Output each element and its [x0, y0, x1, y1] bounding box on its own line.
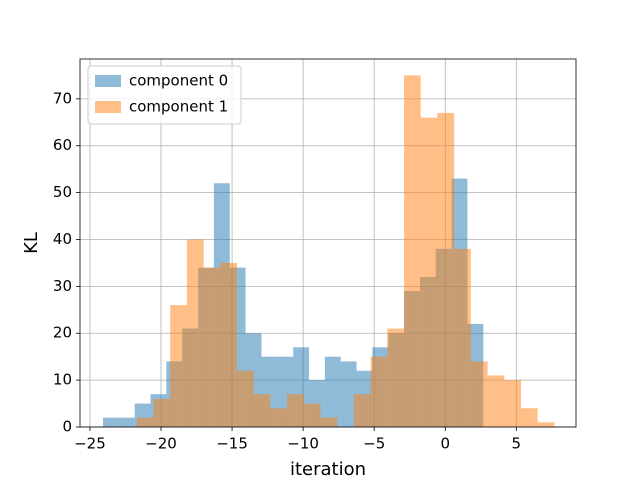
x-tick-label: −25	[74, 435, 106, 453]
y-tick-label: 40	[53, 230, 72, 248]
bar	[504, 380, 521, 427]
x-tick-label: −20	[145, 435, 177, 453]
plot-frame	[79, 58, 577, 428]
y-tick-label: 70	[53, 89, 72, 107]
bar	[136, 417, 154, 427]
y-tick-label: 30	[53, 277, 72, 295]
bar	[470, 361, 488, 427]
bar	[420, 117, 438, 427]
y-tick-label: 50	[53, 183, 72, 201]
bar	[103, 417, 119, 427]
legend-swatch	[95, 75, 121, 87]
x-tick-label: −15	[216, 435, 248, 453]
bar	[287, 394, 304, 427]
legend-label: component 0	[129, 72, 228, 90]
bar	[186, 239, 204, 427]
x-tick-label: −5	[363, 435, 385, 453]
x-tick-label: 0	[440, 435, 450, 453]
legend: component 0 component 1	[87, 65, 242, 125]
bar	[454, 248, 471, 427]
x-axis-label: iteration	[290, 459, 366, 480]
bar	[270, 408, 288, 427]
y-tick-label: 0	[62, 418, 72, 436]
y-axis-label: KL	[21, 232, 42, 254]
bar	[237, 370, 254, 427]
bar	[340, 361, 357, 427]
bar	[220, 262, 238, 427]
bar	[118, 417, 135, 427]
legend-box	[87, 65, 242, 125]
bar	[153, 398, 171, 427]
y-tick-label: 60	[53, 136, 72, 154]
bars	[103, 75, 555, 427]
bar	[520, 408, 538, 427]
bar	[253, 394, 271, 427]
y-tick-label: 20	[53, 324, 72, 342]
bar	[387, 328, 405, 427]
y-tick-label: 10	[53, 371, 72, 389]
bar	[404, 75, 421, 427]
bar	[203, 267, 221, 427]
bar	[320, 417, 338, 427]
bar	[170, 305, 187, 427]
x-tick-label: −10	[287, 435, 319, 453]
bar	[437, 112, 455, 427]
bar	[537, 422, 555, 427]
x-tick-label: 5	[512, 435, 522, 453]
bar	[487, 375, 505, 427]
bar	[353, 394, 371, 427]
legend-label: component 1	[129, 98, 228, 116]
bar	[303, 403, 321, 427]
bar	[324, 356, 341, 427]
bar	[370, 356, 388, 427]
legend-swatch	[95, 101, 121, 113]
